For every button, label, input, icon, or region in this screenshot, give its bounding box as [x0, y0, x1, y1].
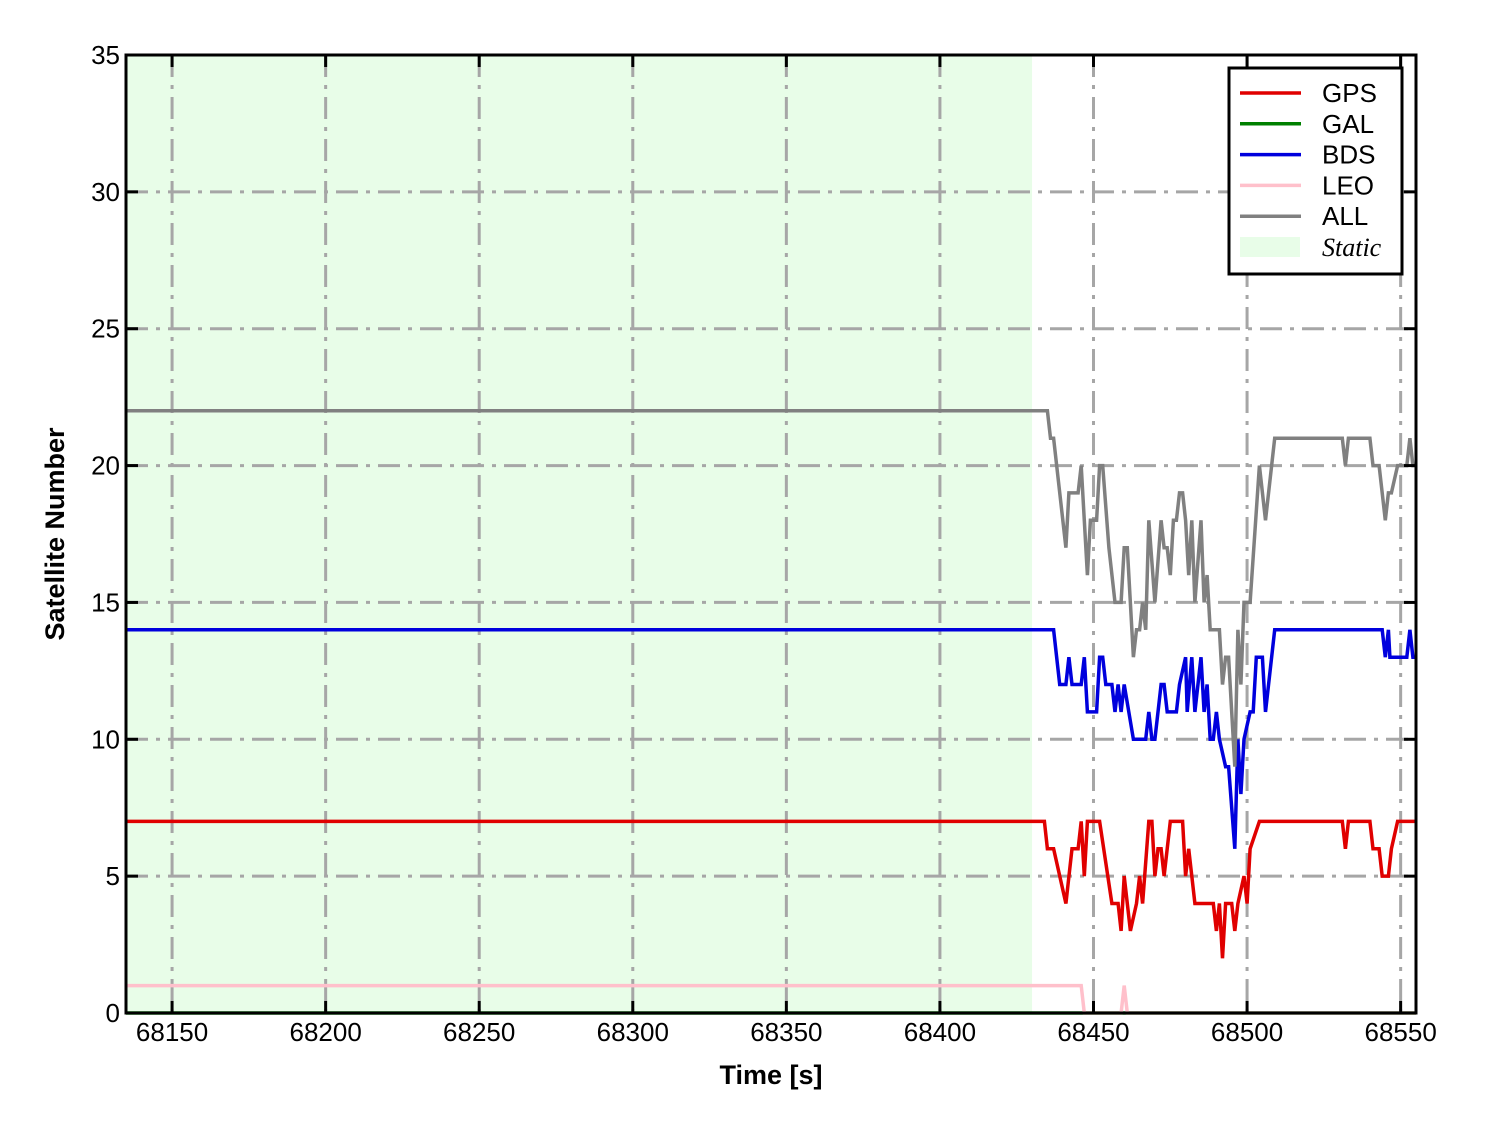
- x-axis-label: Time [s]: [719, 1060, 822, 1090]
- y-tick-label: 25: [91, 314, 120, 344]
- legend-label-gal: GAL: [1322, 109, 1374, 139]
- series-line-gps: [126, 819, 1416, 959]
- static-region: [126, 55, 1033, 1013]
- plot-frame: [124, 53, 1418, 1015]
- legend-label-gps: GPS: [1322, 78, 1377, 108]
- legend-swatch-static: [1240, 237, 1300, 257]
- y-tick-label: 30: [91, 177, 120, 207]
- series-line-all: [126, 409, 1416, 767]
- x-tick-label: 68200: [289, 1017, 361, 1047]
- grid: [126, 55, 1416, 1013]
- y-tick-label: 0: [106, 998, 120, 1028]
- y-tick-label: 20: [91, 451, 120, 481]
- x-tick-label: 68450: [1057, 1017, 1129, 1047]
- x-tick-label: 68300: [597, 1017, 669, 1047]
- y-tick-label: 5: [106, 861, 120, 891]
- x-tick-label: 68350: [750, 1017, 822, 1047]
- x-tick-label: 68500: [1211, 1017, 1283, 1047]
- x-tick-label: 68150: [136, 1017, 208, 1047]
- axis-ticks: 68150 68200 68250 68300 68350 68400 68450 68500…: [91, 40, 1437, 1047]
- shaded-regions: [126, 55, 1033, 1013]
- legend-label-static: Static: [1322, 233, 1382, 262]
- legend-label-bds: BDS: [1322, 140, 1375, 170]
- y-tick-label: 15: [91, 587, 120, 617]
- legend-label-all: ALL: [1322, 201, 1368, 231]
- y-tick-label: 35: [91, 40, 120, 70]
- legend-label-leo: LEO: [1322, 170, 1374, 200]
- x-tick-label: 68250: [443, 1017, 515, 1047]
- x-tick-label: 68550: [1364, 1017, 1436, 1047]
- y-axis-label: Satellite Number: [40, 427, 70, 641]
- y-tick-label: 10: [91, 724, 120, 754]
- series-line-bds: [126, 628, 1416, 849]
- x-tick-label: 68400: [904, 1017, 976, 1047]
